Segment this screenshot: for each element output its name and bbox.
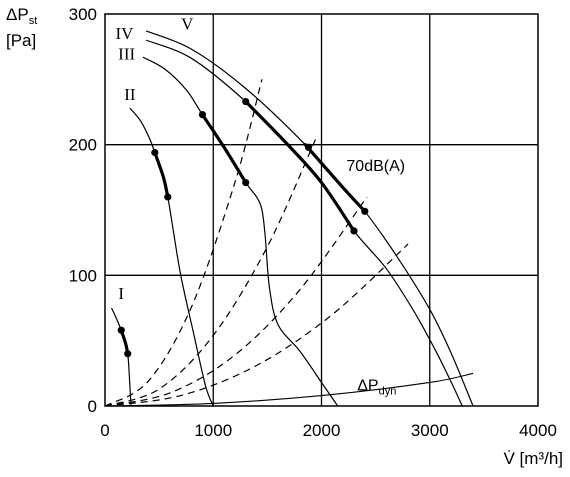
operating-point xyxy=(350,227,358,235)
dynamic-pressure-label-main: ΔP xyxy=(357,377,378,394)
x-tick-label: 0 xyxy=(100,421,109,440)
y-axis-title-main: ΔP xyxy=(6,5,29,24)
y-tick-label: 200 xyxy=(69,136,97,155)
dynamic-pressure-label: ΔPdyn xyxy=(357,377,396,397)
operating-point xyxy=(304,143,313,151)
y-axis-unit: [Pa] xyxy=(6,31,36,50)
y-tick-labels: 0 100 200 300 xyxy=(69,5,97,416)
operating-point xyxy=(361,207,369,215)
highlight-segment-v xyxy=(303,143,367,213)
y-tick-label: 300 xyxy=(69,5,97,24)
operating-point xyxy=(164,193,172,201)
system-curves xyxy=(104,79,409,407)
plot-frame xyxy=(104,13,539,407)
highlight-segment-ii xyxy=(153,150,170,199)
x-axis-title: V̇ [m³/h] xyxy=(503,449,563,468)
operating-point xyxy=(124,350,132,358)
series-label-i: I xyxy=(118,284,124,303)
dynamic-pressure-curve xyxy=(104,372,474,407)
y-axis-title-sub: st xyxy=(29,15,38,27)
dynamic-pressure-label-sub: dyn xyxy=(379,385,397,397)
operating-point xyxy=(242,97,250,106)
operating-point xyxy=(242,178,250,187)
fan-curve-v xyxy=(145,30,474,407)
system-curve xyxy=(104,196,368,407)
x-tick-labels: 0 1000 2000 3000 4000 xyxy=(100,421,557,440)
fan-curve-iv xyxy=(145,39,463,407)
y-tick-label: 0 xyxy=(88,397,97,416)
fan-curves xyxy=(110,30,474,407)
highlight-segment-i xyxy=(119,328,130,356)
highlight-segment-iii xyxy=(200,113,248,185)
series-label-iv: IV xyxy=(116,24,135,43)
x-tick-label: 4000 xyxy=(519,421,557,440)
y-tick-label: 100 xyxy=(69,266,97,285)
operating-point xyxy=(151,148,159,157)
x-tick-label: 1000 xyxy=(194,421,232,440)
series-label-v: V xyxy=(181,15,194,34)
system-curve xyxy=(104,137,317,407)
y-axis-title: ΔPst xyxy=(6,5,37,27)
fan-curve-ii xyxy=(129,107,214,407)
operating-point xyxy=(198,111,207,119)
grid-lines xyxy=(105,14,538,406)
system-curve xyxy=(104,243,409,407)
series-label-ii: II xyxy=(124,85,136,104)
fan-curve-iii xyxy=(142,56,339,407)
x-tick-label: 3000 xyxy=(411,421,449,440)
highlight-segment-iv xyxy=(244,99,356,233)
highlighted-segments xyxy=(119,99,367,356)
operating-point xyxy=(117,326,125,334)
operating-points xyxy=(117,97,369,358)
noise-level-label: 70dB(A) xyxy=(346,158,405,175)
series-label-iii: III xyxy=(118,45,135,64)
x-tick-label: 2000 xyxy=(303,421,341,440)
dynamic-pressure-line xyxy=(104,372,474,407)
